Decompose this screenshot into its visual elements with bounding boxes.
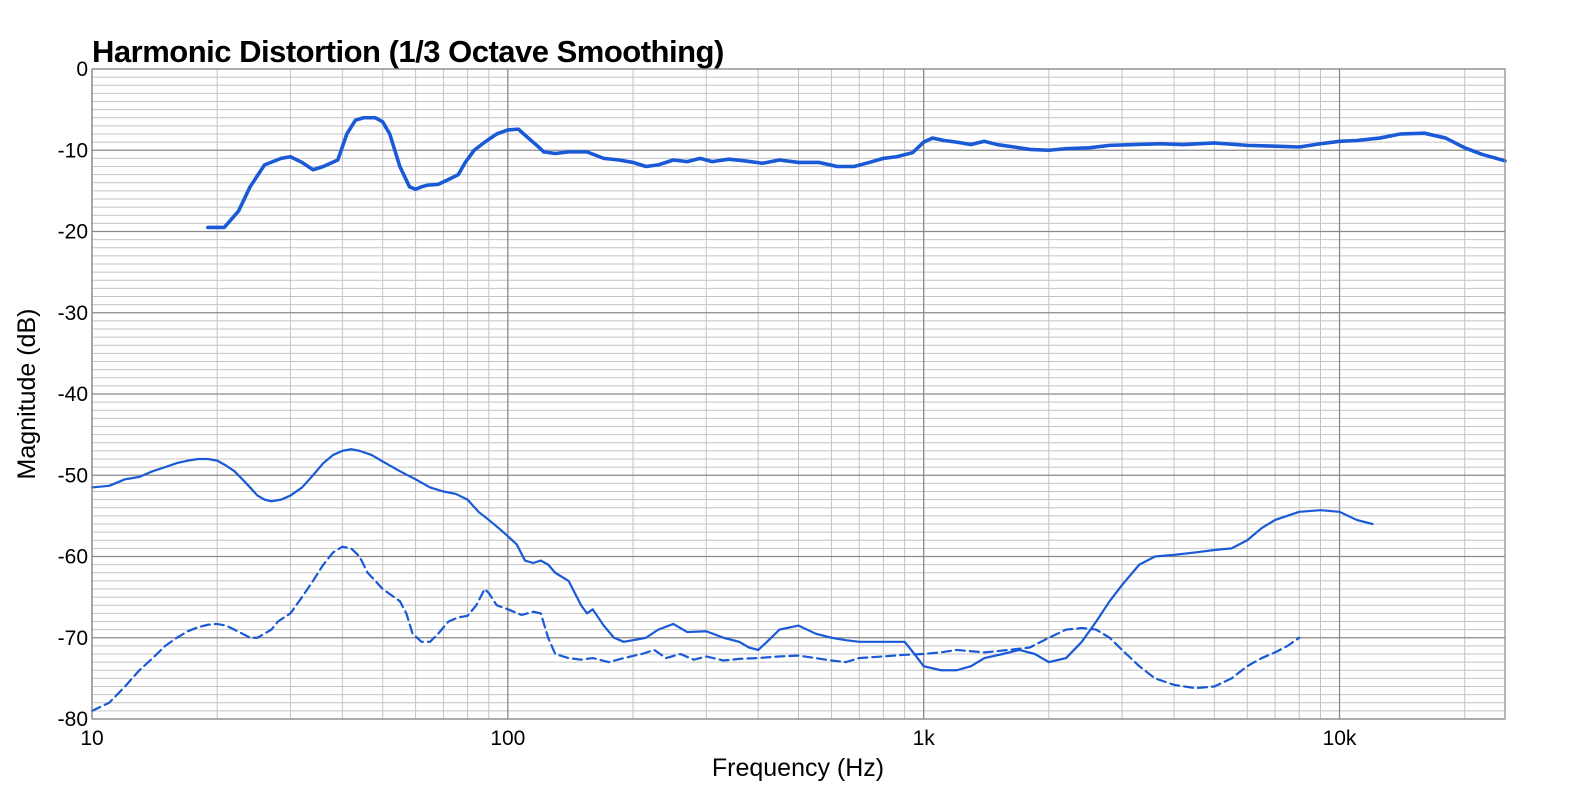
y-tick-label: -20	[58, 221, 88, 244]
y-tick-labels: 0 -10 -20 -30 -40 -50 -60 -70 -80	[58, 58, 88, 731]
series-line-solid	[90, 448, 1374, 672]
x-tick-label: 1k	[913, 727, 936, 750]
series-line-thick	[206, 115, 1507, 230]
y-tick-label: -30	[58, 302, 88, 325]
minor-gridlines	[92, 69, 1505, 719]
y-tick-label: 0	[76, 58, 88, 81]
y-tick-label: -60	[58, 546, 88, 569]
y-axis-label: Magnitude (dB)	[13, 309, 41, 480]
plot-frame	[91, 68, 1506, 720]
y-tick-label: -70	[58, 627, 88, 650]
x-axis-label: Frequency (Hz)	[712, 754, 884, 782]
y-tick-label: -10	[58, 139, 88, 162]
series-layer	[90, 115, 1507, 712]
series-line-dashed	[90, 545, 1301, 712]
x-tick-label: 10	[80, 727, 103, 750]
y-tick-label: -40	[58, 383, 88, 406]
y-tick-label: -50	[58, 464, 88, 487]
x-tick-label: 10k	[1323, 727, 1357, 750]
x-tick-labels: 10 100 1k 10k	[80, 727, 1357, 750]
y-tick-label: -80	[58, 708, 88, 731]
x-tick-label: 100	[490, 727, 525, 750]
chart-title: Harmonic Distortion (1/3 Octave Smoothin…	[92, 34, 724, 69]
